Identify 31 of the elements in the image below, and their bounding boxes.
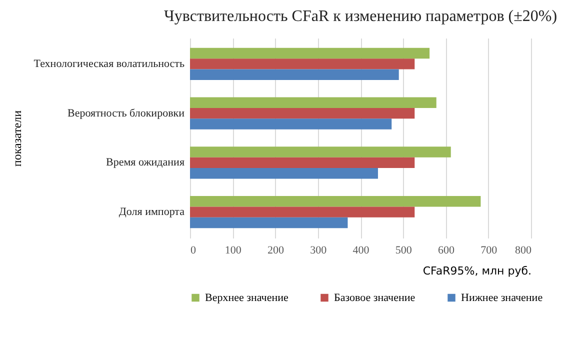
y-axis-title: показатели xyxy=(10,110,24,167)
legend-label: Базовое значение xyxy=(334,292,416,304)
bar xyxy=(190,97,436,108)
bar xyxy=(190,118,392,130)
x-axis-title: CFaR95%, млн руб. xyxy=(422,264,532,278)
x-tick-label: 100 xyxy=(224,244,242,256)
legend-label: Верхнее значение xyxy=(205,292,288,304)
chart-title: Чувствительность CFaR к изменению параметров (±20%) xyxy=(164,8,558,25)
bar xyxy=(190,168,378,179)
x-tick-label: 800 xyxy=(515,244,532,256)
x-tick-label: 600 xyxy=(438,244,455,256)
legend-label: Нижнее значение xyxy=(461,292,543,304)
bar xyxy=(190,108,415,119)
x-tick-label: 200 xyxy=(268,244,284,256)
x-tick-label: 700 xyxy=(480,244,498,256)
bar xyxy=(190,196,481,207)
bar xyxy=(190,206,415,218)
x-tick-label: 0 xyxy=(190,244,196,256)
x-tick-label: 300 xyxy=(310,244,328,256)
bar xyxy=(190,69,399,80)
x-tick-label: 400 xyxy=(352,244,370,256)
y-tick-label: Технологическая волатильность xyxy=(34,58,184,70)
bar xyxy=(190,48,430,59)
y-tick-label: Вероятность блокировки xyxy=(68,107,185,120)
bar xyxy=(190,157,415,168)
bar xyxy=(190,58,415,70)
y-tick-label: Время ожидания xyxy=(106,156,184,169)
bar xyxy=(190,217,348,228)
x-tick-label: 500 xyxy=(395,244,412,256)
bar xyxy=(190,146,451,158)
y-tick-label: Доля импорта xyxy=(118,206,185,218)
